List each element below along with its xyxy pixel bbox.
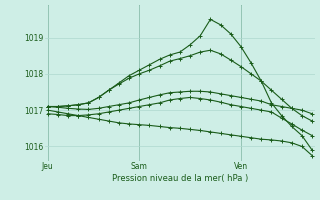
X-axis label: Pression niveau de la mer( hPa ): Pression niveau de la mer( hPa ) (112, 174, 248, 183)
